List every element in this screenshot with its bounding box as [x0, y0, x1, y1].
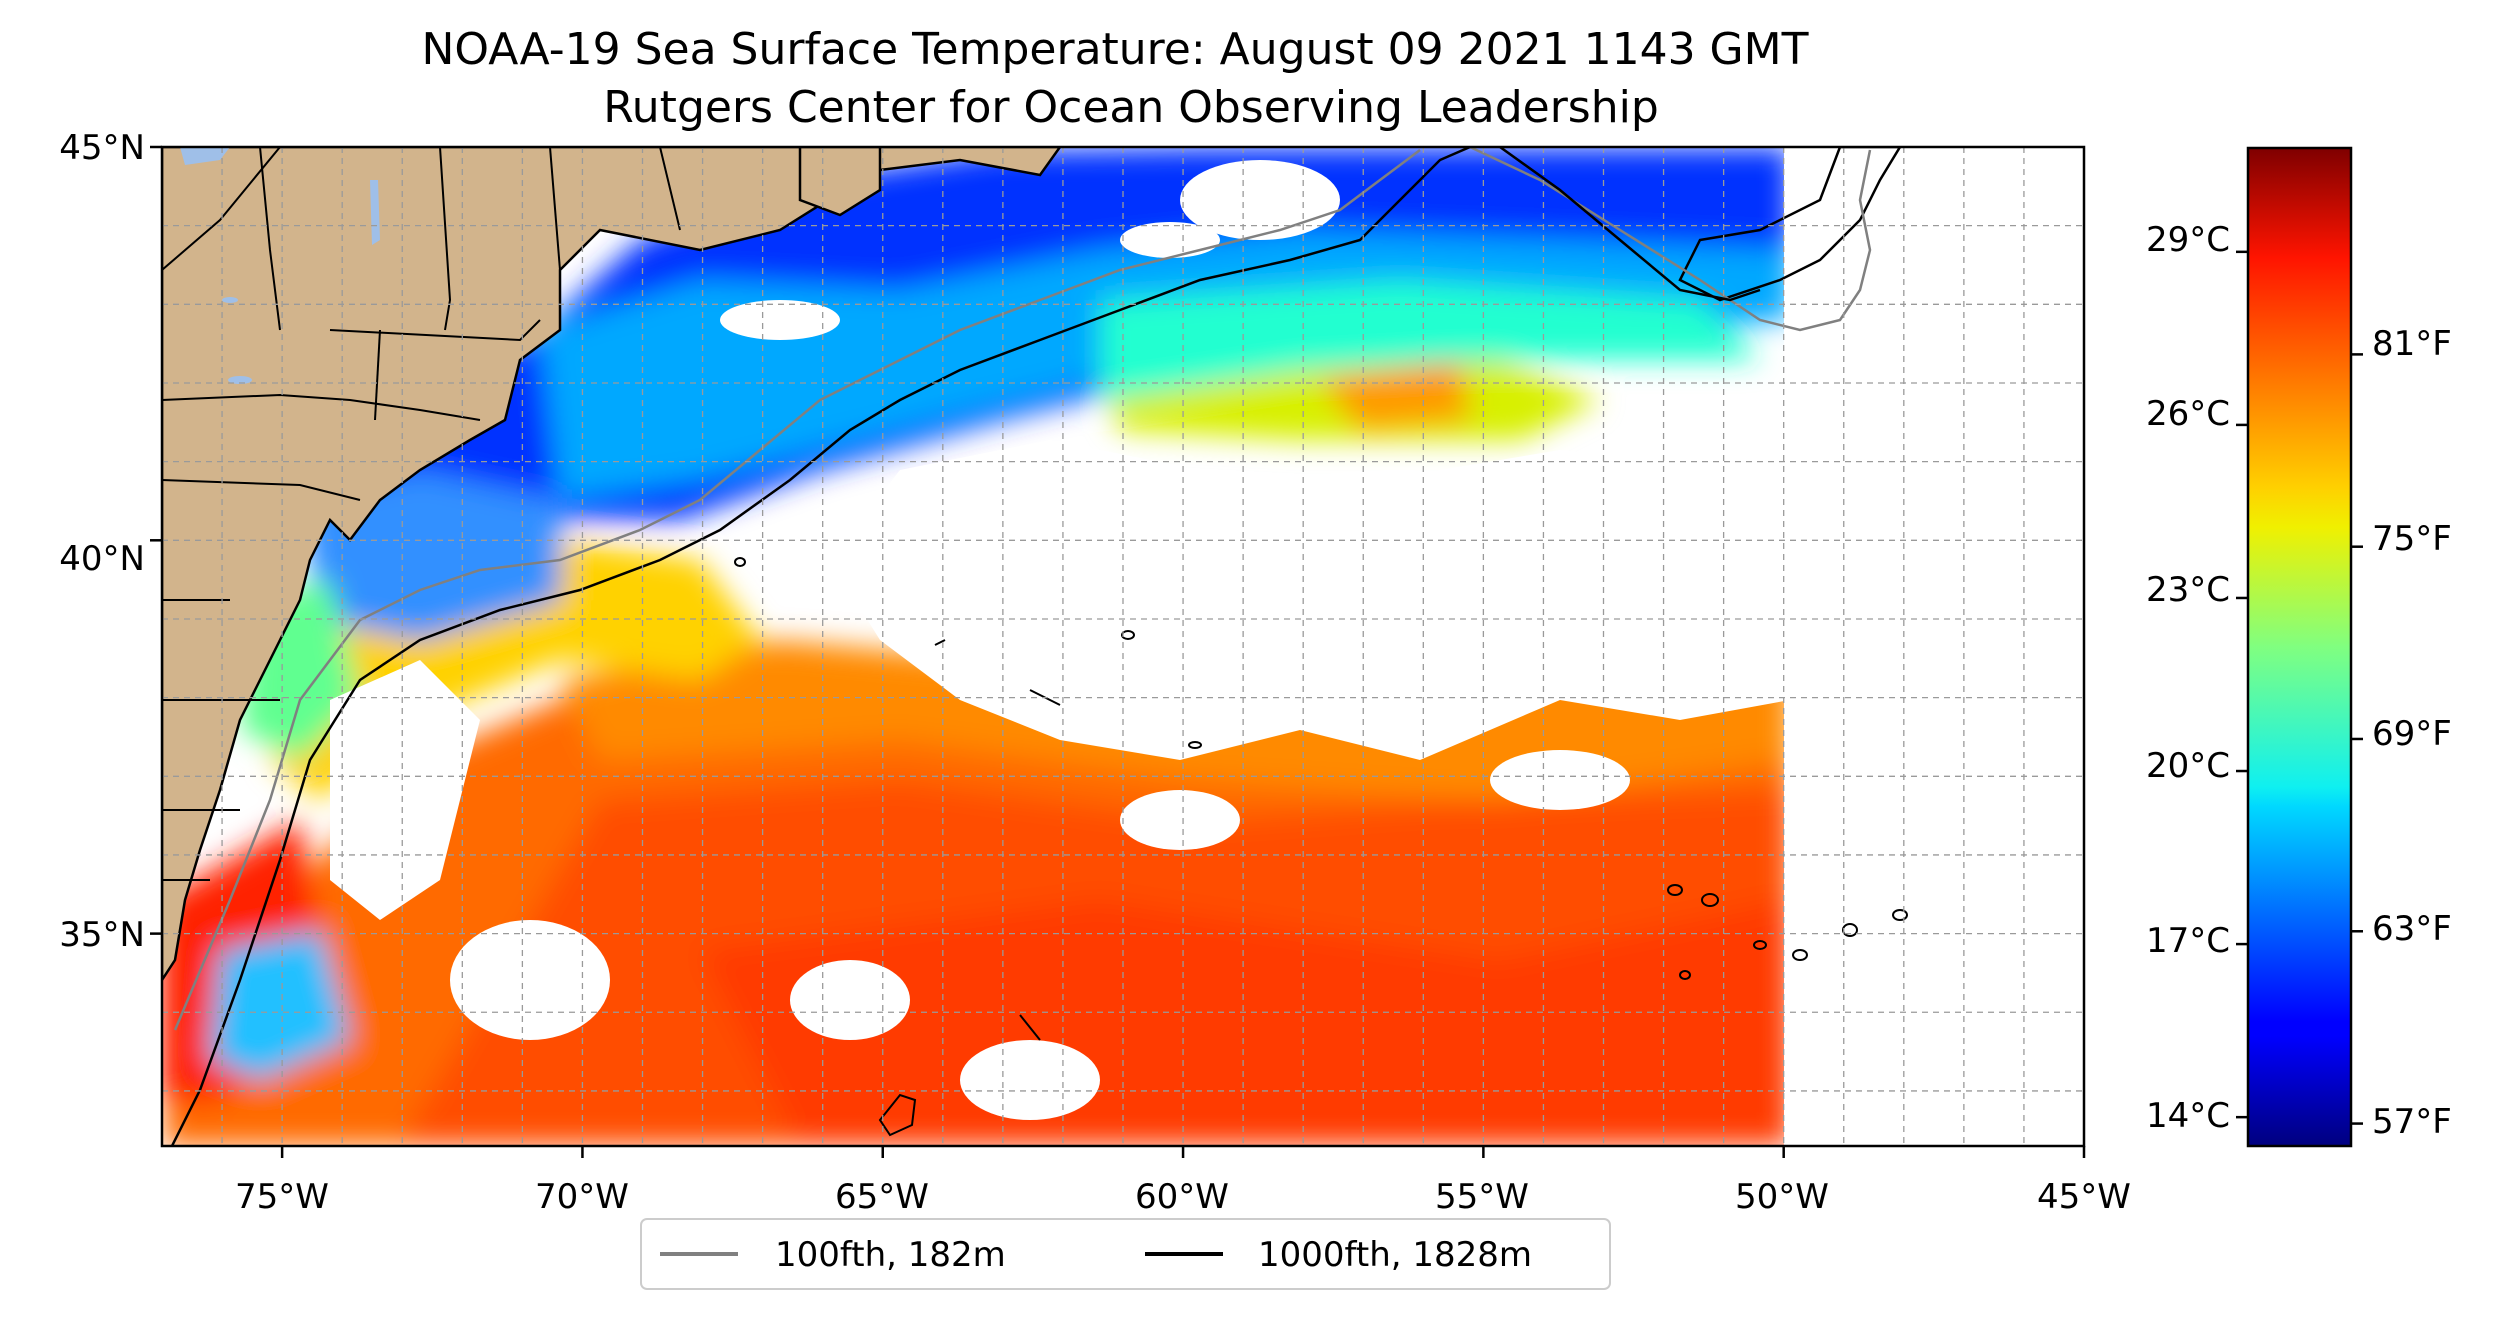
lon-label: 65°W: [835, 1177, 929, 1217]
lon-label: 55°W: [1435, 1177, 1529, 1217]
fahrenheit-label: 81°F: [2372, 324, 2452, 364]
celsius-label: 23°C: [2146, 570, 2230, 610]
celsius-label: 20°C: [2146, 746, 2230, 786]
colorbar-gradient: [2246, 146, 2353, 1148]
lon-label: 75°W: [235, 1177, 329, 1217]
fahrenheit-label: 75°F: [2372, 519, 2452, 559]
lat-label: 45°N: [59, 128, 145, 168]
legend: 100fth, 182m 1000fth, 1828m: [640, 1218, 1611, 1290]
colorbar-celsius-labels: 29°C 26°C 23°C 20°C 17°C 14°C: [2146, 220, 2230, 1136]
celsius-label: 29°C: [2146, 220, 2230, 260]
lat-label: 40°N: [59, 539, 145, 579]
contour-1000fth: [170, 147, 1761, 1146]
legend-label-100fth: 100fth, 182m: [775, 1235, 1006, 1275]
lakes: [180, 147, 380, 384]
fahrenheit-label: 69°F: [2372, 714, 2452, 754]
map-subtitle: Rutgers Center for Ocean Observing Leade…: [603, 82, 1659, 133]
lon-label: 70°W: [535, 1177, 629, 1217]
state-borders: [162, 147, 681, 881]
lon-label: 45°W: [2037, 1177, 2131, 1217]
fahrenheit-label: 63°F: [2372, 909, 2452, 949]
colorbar: 29°C 26°C 23°C 20°C 17°C 14°C 81°F 75°F …: [2146, 146, 2452, 1148]
lon-label: 50°W: [1735, 1177, 1829, 1217]
lon-label: 60°W: [1135, 1177, 1229, 1217]
legend-label-1000fth: 1000fth, 1828m: [1258, 1235, 1532, 1275]
fahrenheit-label: 57°F: [2372, 1102, 2452, 1142]
celsius-label: 14°C: [2146, 1096, 2230, 1136]
lon-tick-labels: 75°W 70°W 65°W 60°W 55°W 50°W 45°W: [235, 1177, 2131, 1217]
map-frame: [160, 145, 2086, 1148]
map-title: NOAA-19 Sea Surface Temperature: August …: [422, 24, 1809, 75]
colorbar-ticks: [2236, 250, 2363, 1125]
lat-tick-labels: 45°N 40°N 35°N: [59, 128, 145, 955]
colorbar-fahrenheit-labels: 81°F 75°F 69°F 63°F 57°F: [2372, 324, 2452, 1142]
map-ticks: [150, 145, 2086, 1158]
contour-100fth: [173, 147, 1872, 1031]
map-area: [162, 147, 2084, 1146]
gridlines: [162, 147, 2084, 1146]
lat-label: 35°N: [59, 915, 145, 955]
legend-box: [640, 1218, 1611, 1290]
celsius-label: 26°C: [2146, 394, 2230, 434]
cloud-mask: [330, 147, 2084, 1146]
celsius-label: 17°C: [2146, 921, 2230, 961]
